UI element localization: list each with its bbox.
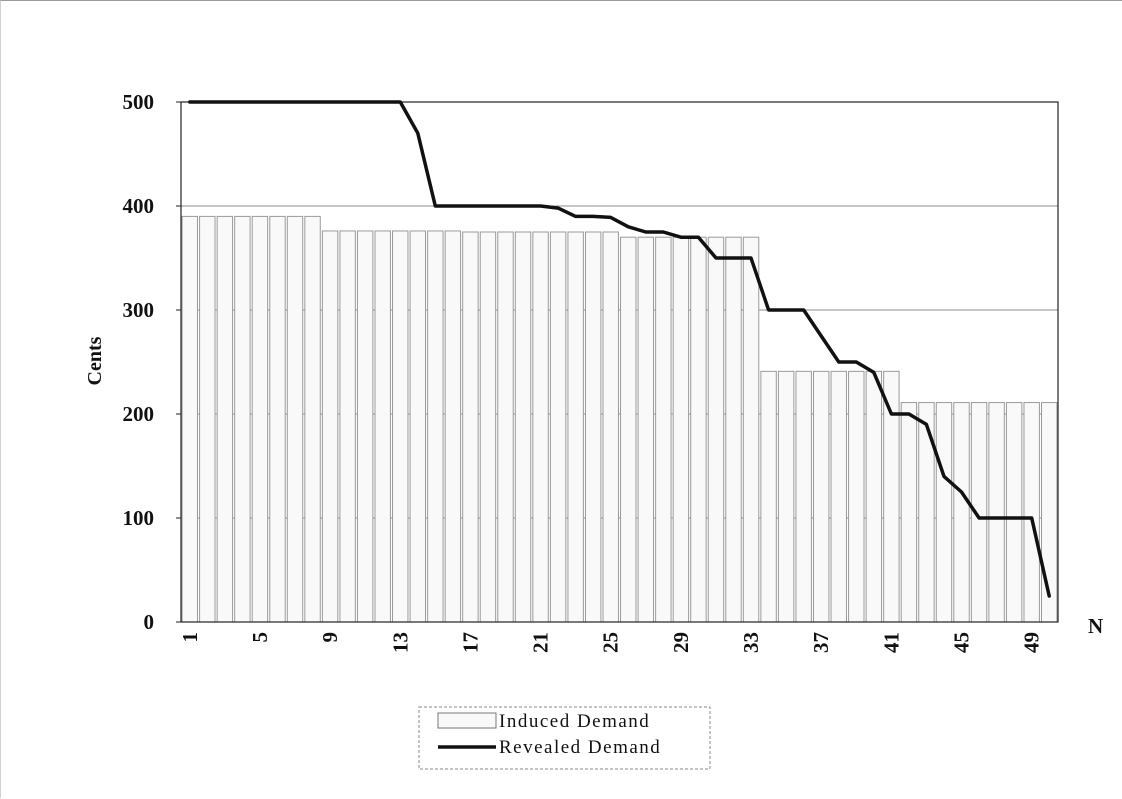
x-tick-label-25: 25: [599, 632, 623, 653]
x-tick-label-33: 33: [739, 632, 763, 653]
bar-induced-demand-49: [1023, 402, 1040, 623]
plot-area-border: [180, 101, 1059, 623]
bar-induced-demand-19: [497, 231, 514, 623]
bar-induced-demand-35: [777, 370, 795, 623]
bar-induced-demand-40: [865, 370, 883, 623]
x-tick-label-21: 21: [529, 632, 553, 653]
bar-induced-demand-15: [427, 230, 444, 623]
induced-demand-bars: [181, 215, 1058, 623]
y-tick-label-100: 100: [123, 506, 155, 530]
bar-induced-demand-11: [356, 230, 374, 623]
bar-induced-demand-31: [707, 236, 725, 623]
bar-induced-demand-6: [269, 215, 286, 623]
y-tick-label-300: 300: [123, 298, 155, 322]
revealed-demand-line-group: [188, 100, 1051, 598]
bar-induced-demand-26: [620, 236, 637, 623]
bar-induced-demand-8: [304, 215, 321, 623]
bar-induced-demand-45: [953, 402, 970, 623]
bar-induced-demand-22: [549, 231, 567, 623]
legend-label-induced-demand: Induced Demand: [499, 711, 650, 732]
bar-induced-demand-17: [462, 231, 479, 623]
y-tick-label-500: 500: [123, 90, 155, 114]
legend: Induced Demand Revealed Demand: [418, 706, 711, 770]
bar-induced-demand-21: [532, 231, 549, 623]
bar-induced-demand-37: [812, 370, 830, 623]
bar-induced-demand-27: [637, 236, 655, 623]
y-axis-label: Cents: [84, 336, 106, 385]
bar-induced-demand-10: [339, 230, 356, 623]
bar-induced-demand-4: [234, 215, 251, 623]
x-tick-label-13: 13: [388, 632, 412, 653]
bar-induced-demand-48: [1005, 402, 1023, 623]
x-tick-label-5: 5: [248, 632, 272, 643]
y-tick-labels: 0 100 200 300 400 500: [123, 90, 181, 634]
bar-induced-demand-24: [584, 231, 602, 623]
bar-induced-demand-18: [479, 231, 497, 623]
x-tick-label-1: 1: [178, 632, 202, 643]
bar-induced-demand-16: [444, 230, 462, 623]
bar-induced-demand-9: [321, 230, 339, 623]
x-tick-label-41: 41: [879, 632, 903, 653]
x-tick-label-9: 9: [318, 632, 342, 643]
bar-induced-demand-42: [900, 402, 918, 623]
bar-induced-demand-2: [199, 215, 216, 623]
legend-label-revealed-demand: Revealed Demand: [499, 737, 661, 758]
bar-induced-demand-39: [848, 370, 865, 623]
bar-induced-demand-36: [795, 370, 812, 623]
bar-induced-demand-12: [374, 230, 391, 623]
bar-induced-demand-1: [181, 215, 198, 623]
bar-induced-demand-41: [883, 370, 900, 623]
bar-induced-demand-20: [514, 231, 532, 623]
legend-swatch-induced-demand: [437, 712, 497, 729]
bar-induced-demand-28: [655, 236, 672, 623]
x-axis-label: N: [1088, 614, 1103, 638]
bar-induced-demand-38: [830, 370, 847, 623]
bar-induced-demand-47: [988, 402, 1005, 623]
bar-induced-demand-33: [742, 236, 760, 623]
x-tick-labels: 1 5 9 13 17 21 25 29 33 37 41 45 49: [178, 632, 1044, 653]
bar-induced-demand-29: [672, 236, 690, 623]
y-tick-label-400: 400: [123, 194, 155, 218]
x-tick-label-45: 45: [950, 632, 974, 653]
bar-induced-demand-44: [935, 402, 953, 623]
bar-induced-demand-25: [602, 231, 619, 623]
y-tick-label-0: 0: [144, 610, 155, 634]
bar-induced-demand-34: [760, 370, 777, 623]
y-tick-label-200: 200: [123, 402, 155, 426]
legend-box: [418, 706, 711, 770]
bar-induced-demand-14: [409, 230, 427, 623]
bar-induced-demand-5: [251, 215, 269, 623]
revealed-demand-line: [188, 100, 1051, 598]
x-tick-label-29: 29: [669, 632, 693, 653]
x-tick-label-37: 37: [809, 632, 833, 653]
bar-induced-demand-32: [725, 236, 742, 623]
bar-induced-demand-13: [392, 230, 409, 623]
bar-induced-demand-7: [286, 215, 304, 623]
x-tick-label-49: 49: [1020, 632, 1044, 653]
x-tick-label-17: 17: [458, 632, 482, 653]
bar-induced-demand-23: [567, 231, 584, 623]
bar-induced-demand-30: [690, 236, 707, 623]
bar-induced-demand-3: [216, 215, 234, 623]
